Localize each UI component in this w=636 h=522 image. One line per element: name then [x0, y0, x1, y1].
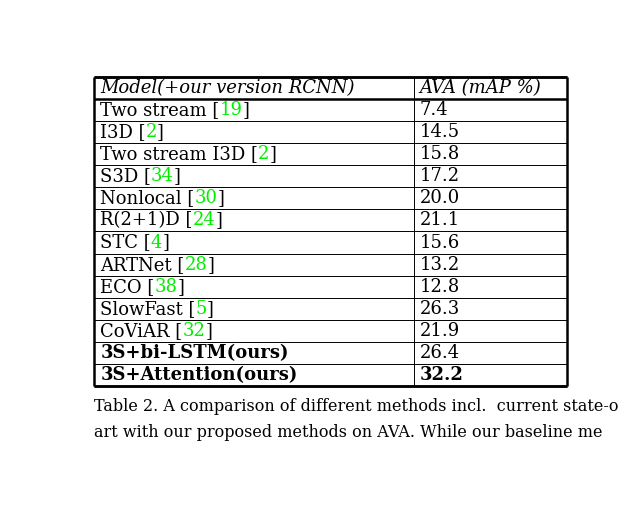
Text: SlowFast [: SlowFast [	[100, 300, 196, 318]
Text: 2: 2	[258, 145, 270, 163]
Text: ]: ]	[162, 233, 169, 252]
Text: ]: ]	[270, 145, 276, 163]
Text: 15.6: 15.6	[420, 233, 460, 252]
Text: 7.4: 7.4	[420, 101, 448, 119]
Text: Two stream I3D [: Two stream I3D [	[100, 145, 258, 163]
Text: art with our proposed methods on AVA. While our baseline me: art with our proposed methods on AVA. Wh…	[94, 424, 603, 442]
Text: 15.8: 15.8	[420, 145, 460, 163]
Text: 2: 2	[146, 123, 157, 141]
Text: 20.0: 20.0	[420, 189, 460, 207]
Text: 12.8: 12.8	[420, 278, 460, 296]
Text: 28: 28	[184, 256, 207, 274]
Text: 24: 24	[193, 211, 216, 229]
Text: ]: ]	[207, 300, 214, 318]
Text: 21.9: 21.9	[420, 322, 460, 340]
Text: STC [: STC [	[100, 233, 151, 252]
Text: ]: ]	[205, 322, 212, 340]
Text: ]: ]	[177, 278, 184, 296]
Text: 5: 5	[196, 300, 207, 318]
Text: ECO [: ECO [	[100, 278, 155, 296]
Text: 38: 38	[155, 278, 177, 296]
Text: ]: ]	[174, 167, 181, 185]
Text: 3S+bi-LSTM(ours): 3S+bi-LSTM(ours)	[100, 344, 289, 362]
Text: ]: ]	[157, 123, 164, 141]
Text: 4: 4	[151, 233, 162, 252]
Text: ]: ]	[207, 256, 214, 274]
Text: 32: 32	[183, 322, 205, 340]
Text: CoViAR [: CoViAR [	[100, 322, 183, 340]
Text: 26.4: 26.4	[420, 344, 460, 362]
Text: 3S+Attention(ours): 3S+Attention(ours)	[100, 366, 298, 384]
Text: 17.2: 17.2	[420, 167, 460, 185]
Text: Table 2. A comparison of different methods incl.  current state-o: Table 2. A comparison of different metho…	[94, 398, 619, 416]
Text: ]: ]	[242, 101, 249, 119]
Text: Nonlocal [: Nonlocal [	[100, 189, 195, 207]
Bar	[94, 77, 567, 386]
Text: Two stream [: Two stream [	[100, 101, 219, 119]
Text: 19: 19	[219, 101, 242, 119]
Text: 21.1: 21.1	[420, 211, 460, 229]
Text: 14.5: 14.5	[420, 123, 460, 141]
Text: I3D [: I3D [	[100, 123, 146, 141]
Text: R(2+1)D [: R(2+1)D [	[100, 211, 193, 229]
Text: Model(+our version RCNN): Model(+our version RCNN)	[100, 79, 355, 97]
Text: ARTNet [: ARTNet [	[100, 256, 184, 274]
Text: 26.3: 26.3	[420, 300, 460, 318]
Text: 34: 34	[151, 167, 174, 185]
Text: 30: 30	[195, 189, 218, 207]
Text: AVA (mAP %): AVA (mAP %)	[420, 79, 541, 97]
Text: 13.2: 13.2	[420, 256, 460, 274]
Text: ]: ]	[216, 211, 222, 229]
Text: 32.2: 32.2	[420, 366, 464, 384]
Text: S3D [: S3D [	[100, 167, 151, 185]
Text: ]: ]	[218, 189, 225, 207]
